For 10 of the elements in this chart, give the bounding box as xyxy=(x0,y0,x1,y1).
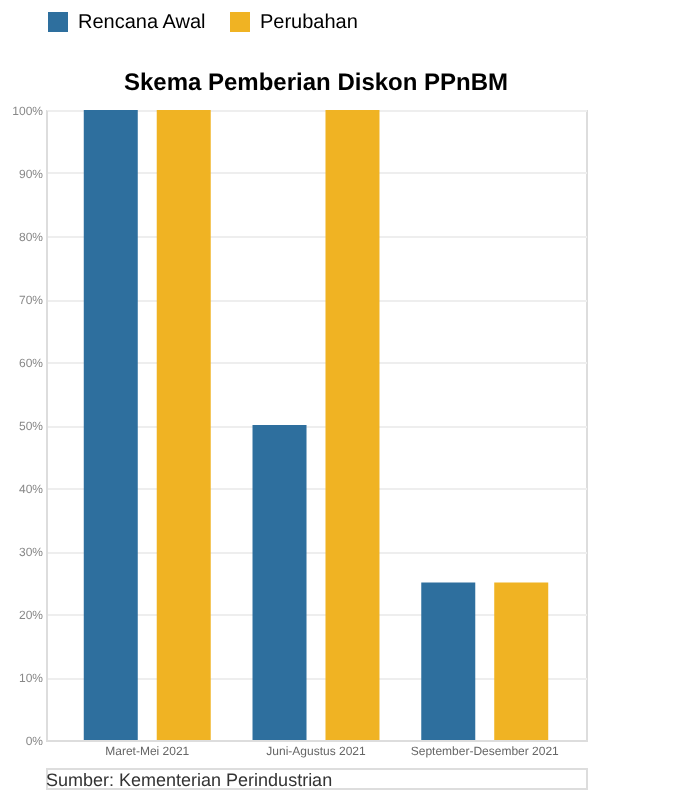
bar xyxy=(83,110,138,740)
bar xyxy=(494,582,549,740)
bar xyxy=(421,582,476,740)
legend-label: Perubahan xyxy=(260,12,358,34)
text: Sumber: Kementerian Perindustrian xyxy=(46,770,333,790)
legend-label: Rencana Awal xyxy=(78,12,206,34)
chart-title: Skema Pemberian Diskon PPnBM xyxy=(123,68,509,96)
bar xyxy=(325,110,380,740)
bar xyxy=(156,110,211,740)
bar xyxy=(252,425,307,740)
